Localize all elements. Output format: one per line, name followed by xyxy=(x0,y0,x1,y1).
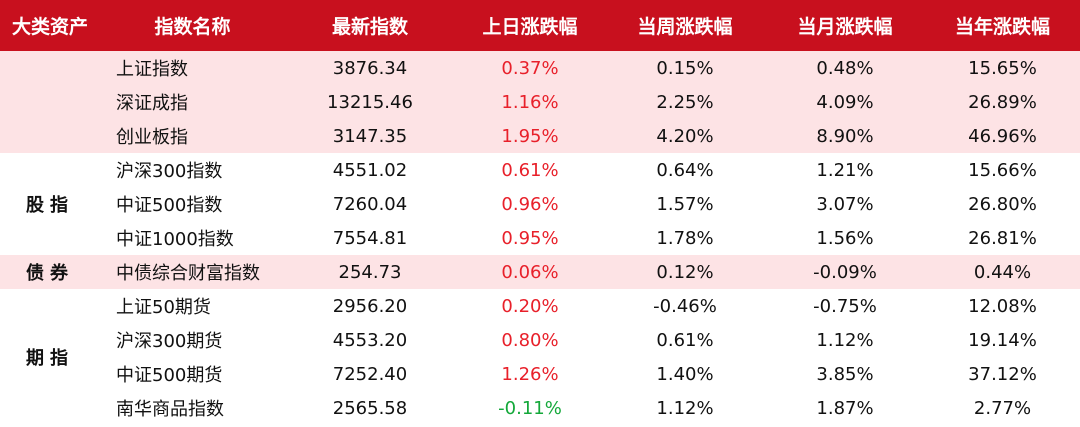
latest-cell: 2565.58 xyxy=(332,397,408,419)
index-name-cell: 上证50期货 xyxy=(116,297,211,318)
table-row: 中证1000指数 7554.81 0.95% 1.78% 1.56% 26.81% xyxy=(0,221,1080,255)
latest-cell: 7260.04 xyxy=(332,193,408,215)
year-change-cell: 46.96% xyxy=(968,125,1037,147)
index-name-cell: 创业板指 xyxy=(116,127,188,148)
latest-cell: 4551.02 xyxy=(332,159,408,181)
month-change-cell: 1.87% xyxy=(816,397,874,419)
index-name-cell: 中债综合财富指数 xyxy=(116,263,260,284)
header-index-name: 指数名称 xyxy=(154,16,231,38)
latest-cell: 3147.35 xyxy=(332,125,408,147)
index-name-cell: 上证指数 xyxy=(116,59,188,80)
day-change-cell: 0.95% xyxy=(501,227,559,249)
day-change-cell: 0.61% xyxy=(501,159,559,181)
table-row: 南华商品指数 2565.58 -0.11% 1.12% 1.87% 2.77% xyxy=(0,391,1080,425)
table-body: 上证指数 3876.34 0.37% 0.15% 0.48% 15.65% 深证成指 1321… xyxy=(0,51,1080,425)
month-change-cell: 1.12% xyxy=(816,329,874,351)
month-change-cell: -0.09% xyxy=(813,261,877,283)
month-change-cell: 3.85% xyxy=(816,363,874,385)
month-change-cell: 1.21% xyxy=(816,159,874,181)
category-label: 债券 xyxy=(26,263,74,284)
week-change-cell: 4.20% xyxy=(656,125,714,147)
week-change-cell: 1.40% xyxy=(656,363,714,385)
index-name-cell: 沪深300期货 xyxy=(116,331,223,352)
day-change-cell: -0.11% xyxy=(498,397,562,419)
header-day-change: 上日涨跌幅 xyxy=(482,16,578,38)
latest-cell: 2956.20 xyxy=(332,295,408,317)
week-change-cell: 0.12% xyxy=(656,261,714,283)
month-change-cell: 1.56% xyxy=(816,227,874,249)
year-change-cell: 19.14% xyxy=(968,329,1037,351)
category-label: 期指 xyxy=(26,348,74,369)
latest-cell: 7554.81 xyxy=(332,227,408,249)
day-change-cell: 1.16% xyxy=(501,91,559,113)
week-change-cell: 1.12% xyxy=(656,397,714,419)
table-row: 上证指数 3876.34 0.37% 0.15% 0.48% 15.65% xyxy=(0,51,1080,85)
week-change-cell: 1.78% xyxy=(656,227,714,249)
day-change-cell: 0.20% xyxy=(501,295,559,317)
week-change-cell: 2.25% xyxy=(656,91,714,113)
day-change-cell: 0.37% xyxy=(501,57,559,79)
latest-cell: 7252.40 xyxy=(332,363,408,385)
day-change-cell: 0.96% xyxy=(501,193,559,215)
table-row: 沪深300期货 4553.20 0.80% 0.61% 1.12% 19.14% xyxy=(0,323,1080,357)
week-change-cell: 1.57% xyxy=(656,193,714,215)
index-name-cell: 中证1000指数 xyxy=(116,229,234,250)
header-asset-class: 大类资产 xyxy=(11,16,88,38)
table-row: 中证500期货 7252.40 1.26% 1.40% 3.85% 37.12% xyxy=(0,357,1080,391)
day-change-cell: 1.95% xyxy=(501,125,559,147)
table-row: 中债综合财富指数 254.73 0.06% 0.12% -0.09% 0.44% xyxy=(0,255,1080,289)
month-change-cell: 8.90% xyxy=(816,125,874,147)
header-week-change: 当周涨跌幅 xyxy=(637,16,733,38)
year-change-cell: 15.66% xyxy=(968,159,1037,181)
header-year-change: 当年涨跌幅 xyxy=(954,16,1050,38)
year-change-cell: 37.12% xyxy=(968,363,1037,385)
latest-cell: 3876.34 xyxy=(332,57,408,79)
week-change-cell: 0.15% xyxy=(656,57,714,79)
day-change-cell: 0.80% xyxy=(501,329,559,351)
latest-cell: 254.73 xyxy=(338,261,402,283)
latest-cell: 4553.20 xyxy=(332,329,408,351)
latest-cell: 13215.46 xyxy=(327,91,413,113)
index-name-cell: 中证500指数 xyxy=(116,195,223,216)
table-row: 沪深300指数 4551.02 0.61% 0.64% 1.21% 15.66% xyxy=(0,153,1080,187)
year-change-cell: 26.80% xyxy=(968,193,1037,215)
year-change-cell: 2.77% xyxy=(973,397,1032,419)
table-header: 大类资产 指数名称 最新指数 上日涨跌幅 当周涨跌幅 当月涨跌幅 当年涨跌幅 xyxy=(0,0,1080,51)
day-change-cell: 0.06% xyxy=(501,261,559,283)
week-change-cell: 0.64% xyxy=(656,159,714,181)
category-label: 股指 xyxy=(26,195,74,216)
year-change-cell: 0.44% xyxy=(973,261,1032,283)
header-latest: 最新指数 xyxy=(331,16,408,38)
table-row: 创业板指 3147.35 1.95% 4.20% 8.90% 46.96% xyxy=(0,119,1080,153)
index-name-cell: 中证500期货 xyxy=(116,365,223,386)
month-change-cell: -0.75% xyxy=(813,295,877,317)
index-name-cell: 南华商品指数 xyxy=(116,399,224,420)
index-name-cell: 深证成指 xyxy=(116,93,188,114)
table-row: 中证500指数 7260.04 0.96% 1.57% 3.07% 26.80% xyxy=(0,187,1080,221)
header-month-change: 当月涨跌幅 xyxy=(797,16,893,38)
month-change-cell: 4.09% xyxy=(816,91,874,113)
table-row: 深证成指 13215.46 1.16% 2.25% 4.09% 26.89% xyxy=(0,85,1080,119)
month-change-cell: 3.07% xyxy=(816,193,874,215)
year-change-cell: 12.08% xyxy=(968,295,1037,317)
year-change-cell: 26.81% xyxy=(968,227,1037,249)
month-change-cell: 0.48% xyxy=(816,57,874,79)
year-change-cell: 15.65% xyxy=(968,57,1037,79)
index-name-cell: 沪深300指数 xyxy=(116,161,223,182)
year-change-cell: 26.89% xyxy=(968,91,1037,113)
table-row: 上证50期货 2956.20 0.20% -0.46% -0.75% 12.08% xyxy=(0,289,1080,323)
day-change-cell: 1.26% xyxy=(501,363,559,385)
week-change-cell: -0.46% xyxy=(653,295,717,317)
week-change-cell: 0.61% xyxy=(656,329,714,351)
